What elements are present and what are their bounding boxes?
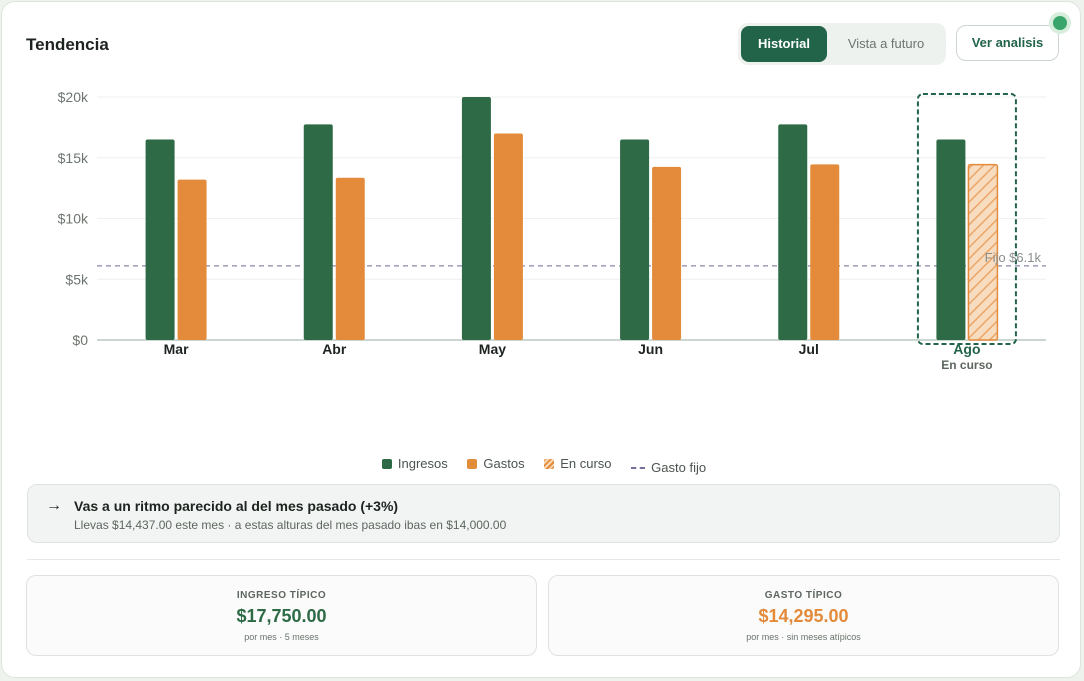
trend-chart: $0 $5k $10k $15k $20k Fijo $6.1k Mar Abr May Jun J… (58, 89, 1046, 372)
bar-ingresos (303, 124, 333, 341)
card-title: Tendencia (26, 35, 109, 54)
typical-income-card: INGRESO TÍPICO $17,750.00 por mes · 5 me… (26, 575, 537, 656)
legend-gasto-fijo: Gasto fijo (631, 460, 706, 475)
legend-ingresos: Ingresos (381, 456, 448, 471)
y-tick-label: $10k (58, 211, 89, 227)
bar-ingresos (936, 139, 966, 340)
legend-en-curso: En curso (544, 456, 612, 471)
typical-income-note: por mes · 5 meses (244, 632, 319, 642)
legend-label-en-curso: En curso (560, 456, 612, 471)
ingresos-swatch (381, 458, 392, 469)
bar-gastos (493, 133, 523, 340)
x-tick-label: Ago (953, 341, 980, 357)
tab-historial[interactable]: Historial (741, 26, 827, 62)
gasto-fijo-swatch (631, 466, 646, 469)
arrow-right-icon: → (46, 497, 62, 514)
bar-gastos (652, 166, 682, 340)
legend-label-gastos: Gastos (483, 456, 525, 471)
y-tick-label: $5k (65, 271, 89, 287)
chart-legend: Ingresos Gastos En curso Gasto fijo (2, 456, 1084, 475)
tab-vista-futuro[interactable]: Vista a futuro (847, 36, 925, 51)
typical-expense-card: GASTO TÍPICO $14,295.00 por mes · sin me… (548, 575, 1059, 656)
en-curso-swatch (544, 458, 555, 469)
bar-gastos (810, 164, 840, 340)
ver-analisis-button[interactable]: Ver analisis (956, 25, 1059, 61)
legend-gastos: Gastos (467, 456, 525, 471)
insight-detail: Llevas $14,437.00 este mes · a estas alt… (74, 518, 507, 532)
current-month-highlight (916, 93, 1017, 345)
x-tick-label: Jul (799, 341, 819, 357)
legend-label-ingresos: Ingresos (397, 456, 448, 471)
typical-income-label: INGRESO TÍPICO (236, 590, 327, 601)
typical-expense-label: GASTO TÍPICO (764, 590, 843, 601)
x-tick-label: Mar (164, 341, 189, 357)
y-tick-label: $15k (58, 150, 89, 166)
x-tick-label: May (479, 341, 506, 357)
in-progress-label: En curso (941, 358, 992, 372)
view-toggle: Historial Vista a futuro (738, 23, 946, 65)
gastos-swatch (467, 458, 478, 469)
bar-gastos (177, 179, 207, 340)
typical-expense-value: $14,295.00 (758, 606, 849, 626)
legend-label-gasto-fijo: Gasto fijo (651, 460, 707, 475)
typical-income-value: $17,750.00 (236, 606, 327, 626)
y-tick-label: $20k (58, 89, 89, 105)
x-tick-label: Abr (322, 341, 347, 357)
y-tick-label: $0 (72, 332, 88, 348)
x-tick-label: Jun (638, 341, 663, 357)
bar-ingresos (620, 139, 650, 340)
pace-insight: → Vas a un ritmo parecido al del mes pas… (27, 484, 1060, 543)
fixed-expense-label: Fijo $6.1k (985, 250, 1042, 265)
insight-headline: Vas a un ritmo parecido al del mes pasad… (74, 498, 399, 514)
typical-expense-note: por mes · sin meses atípicos (746, 632, 861, 642)
status-indicator (1053, 16, 1067, 30)
divider (27, 559, 1060, 560)
bar-gastos-en-curso (967, 163, 999, 341)
bar-ingresos (461, 97, 491, 340)
bar-gastos (335, 177, 365, 340)
bar-ingresos (145, 139, 175, 340)
bar-ingresos (778, 124, 808, 341)
